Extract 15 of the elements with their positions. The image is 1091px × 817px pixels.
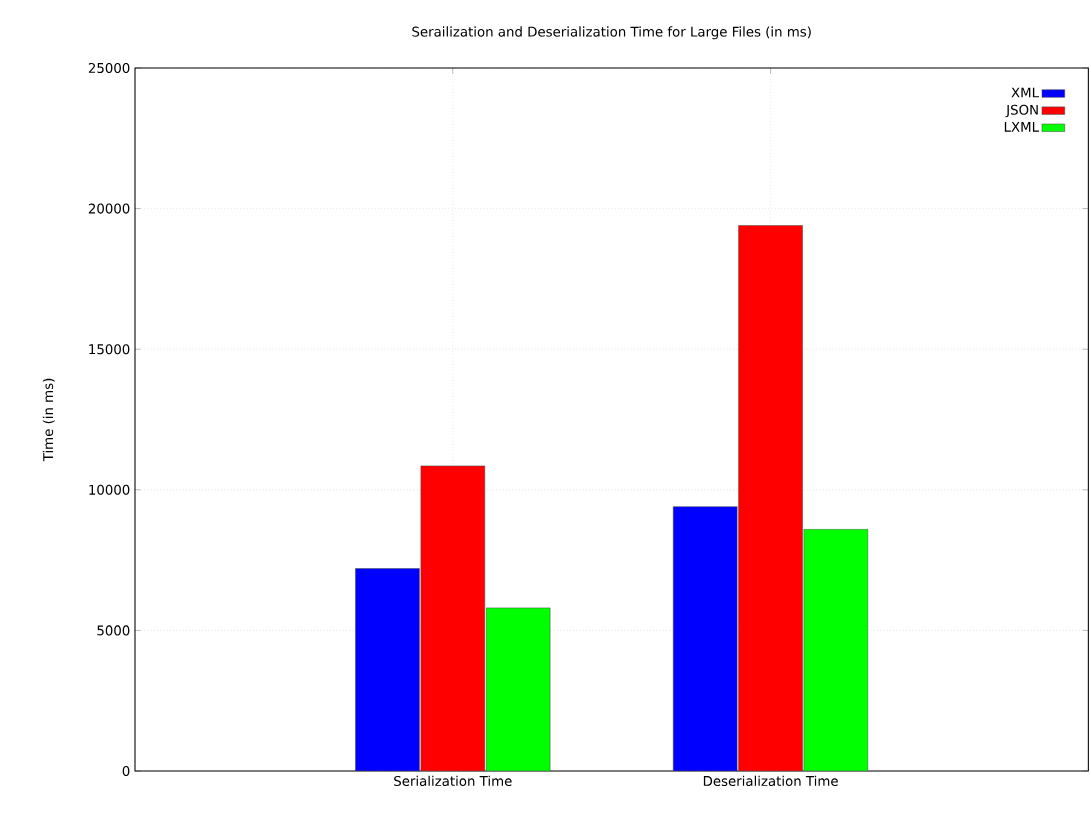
- bar: [672, 506, 738, 771]
- legend-label: XML: [1011, 87, 1039, 98]
- y-tick-label: 15000: [89, 344, 130, 355]
- y-tick-label: 25000: [88, 62, 130, 74]
- x-tick-label: Deserialization Time: [703, 775, 838, 787]
- bar: [355, 568, 420, 771]
- y-tick-label: 0: [122, 765, 130, 777]
- y-tick-label: 5000: [97, 625, 130, 636]
- y-axis-title: Time (in ms): [42, 378, 55, 462]
- y-tick-label: 10000: [89, 484, 130, 495]
- legend-label: JSON: [1005, 104, 1038, 118]
- x-tick-label: Serialization Time: [394, 775, 512, 787]
- chart-title: Serailization and Deserialization Time for Large Files (in ms): [412, 26, 811, 40]
- legend-label: LXML: [1004, 121, 1039, 132]
- y-tick-label: 20000: [88, 203, 130, 214]
